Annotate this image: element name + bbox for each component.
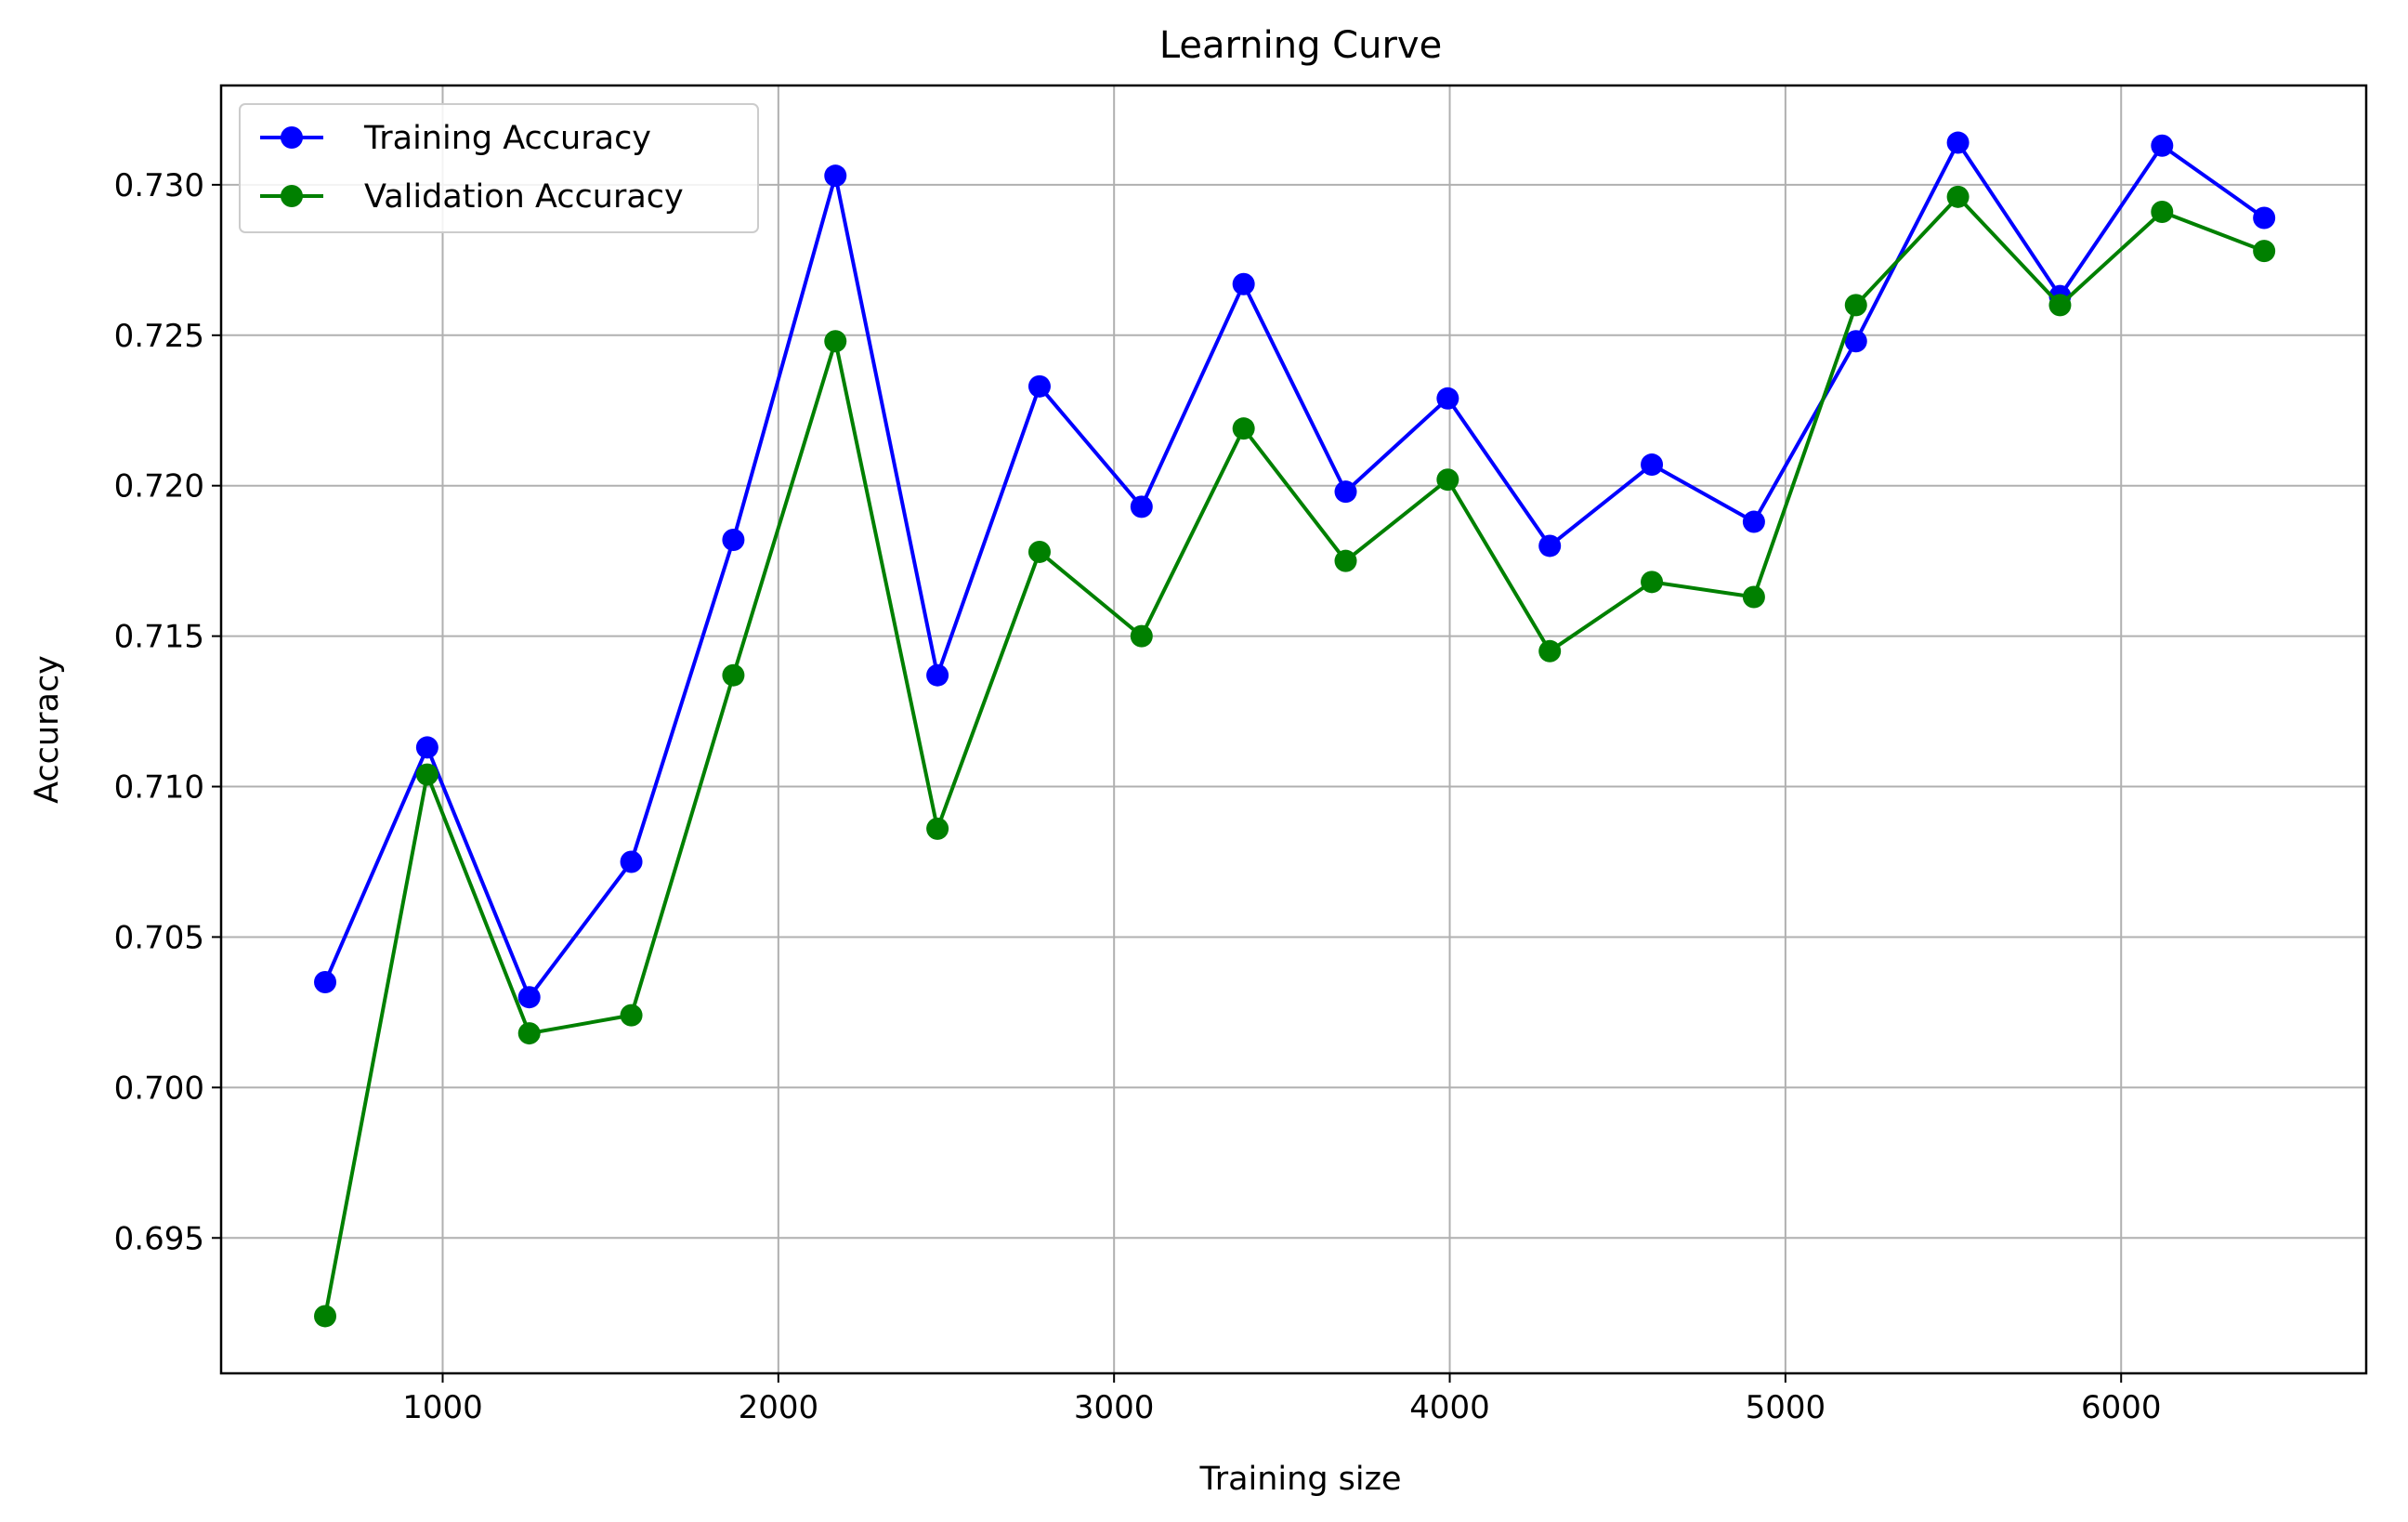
data-point-training	[1538, 534, 1562, 558]
x-tick-label: 6000	[2081, 1389, 2162, 1426]
y-tick-label: 0.705	[114, 919, 204, 956]
data-point-training	[1844, 330, 1867, 353]
data-point-training	[1334, 480, 1357, 504]
y-tick-label: 0.695	[114, 1220, 204, 1257]
chart-title: Learning Curve	[1159, 24, 1442, 67]
data-point-training	[415, 736, 438, 759]
data-point-training	[517, 986, 541, 1009]
x-tick-label: 2000	[739, 1389, 819, 1426]
data-point-training	[1027, 374, 1051, 398]
y-tick-label: 0.715	[114, 619, 204, 656]
legend-label-training: Training Accuracy	[363, 120, 651, 157]
data-point-validation	[1232, 417, 1255, 440]
legend: Training Accuracy Validation Accuracy	[239, 103, 759, 233]
data-point-validation	[1027, 540, 1051, 563]
y-tick-label: 0.730	[114, 167, 204, 204]
plot-frame	[219, 84, 2368, 1375]
data-point-validation	[2253, 240, 2276, 263]
data-point-training	[722, 528, 745, 551]
y-tick-label: 0.725	[114, 318, 204, 355]
data-point-training	[824, 164, 847, 188]
series-layer	[314, 131, 2276, 1328]
data-point-training	[314, 971, 337, 994]
data-point-training	[1232, 272, 1255, 295]
legend-marker-validation	[281, 185, 303, 207]
data-point-training	[1436, 387, 1459, 410]
data-point-validation	[620, 1004, 643, 1027]
data-point-training	[1641, 453, 1664, 477]
data-point-training	[926, 663, 949, 687]
x-tick-label: 1000	[402, 1389, 483, 1426]
y-tick-label: 0.700	[114, 1069, 204, 1107]
data-point-training	[1742, 510, 1765, 533]
data-point-validation	[1844, 294, 1867, 317]
data-point-validation	[1742, 585, 1765, 609]
data-point-validation	[1641, 571, 1664, 594]
y-tick-label: 0.710	[114, 769, 204, 807]
legend-box	[239, 103, 759, 233]
x-axis-ticks: 1000 2000 3000 4000 5000 6000	[402, 1373, 2161, 1426]
y-axis-label: Accuracy	[29, 655, 66, 804]
data-point-validation	[1436, 468, 1459, 492]
x-axis-label: Training size	[1198, 1461, 1401, 1498]
legend-label-validation: Validation Accuracy	[364, 178, 684, 216]
data-point-validation	[2048, 294, 2072, 317]
legend-marker-training	[281, 126, 303, 149]
data-point-validation	[517, 1022, 541, 1045]
data-point-training	[1946, 131, 1970, 154]
data-point-validation	[1130, 624, 1153, 648]
data-point-training	[2253, 206, 2276, 230]
x-tick-label: 4000	[1409, 1389, 1490, 1426]
data-point-validation	[824, 330, 847, 353]
data-point-validation	[1538, 639, 1562, 663]
data-point-validation	[1334, 549, 1357, 572]
data-point-training	[2151, 134, 2174, 157]
y-tick-label: 0.720	[114, 468, 204, 505]
x-tick-label: 5000	[1746, 1389, 1826, 1426]
data-point-validation	[1946, 185, 1970, 208]
x-tick-label: 3000	[1074, 1389, 1155, 1426]
data-point-validation	[415, 763, 438, 786]
series-line-validation	[323, 194, 2265, 1317]
data-point-training	[1130, 495, 1153, 518]
data-point-validation	[2151, 201, 2174, 224]
y-axis-ticks: 0.695 0.700 0.705 0.710 0.715 0.720 0.725 0.730	[114, 167, 221, 1257]
data-point-validation	[926, 817, 949, 840]
data-point-validation	[314, 1305, 337, 1328]
data-point-training	[620, 850, 643, 873]
data-point-validation	[722, 663, 745, 687]
grid	[221, 85, 2366, 1373]
series-line-training	[323, 140, 2266, 1000]
